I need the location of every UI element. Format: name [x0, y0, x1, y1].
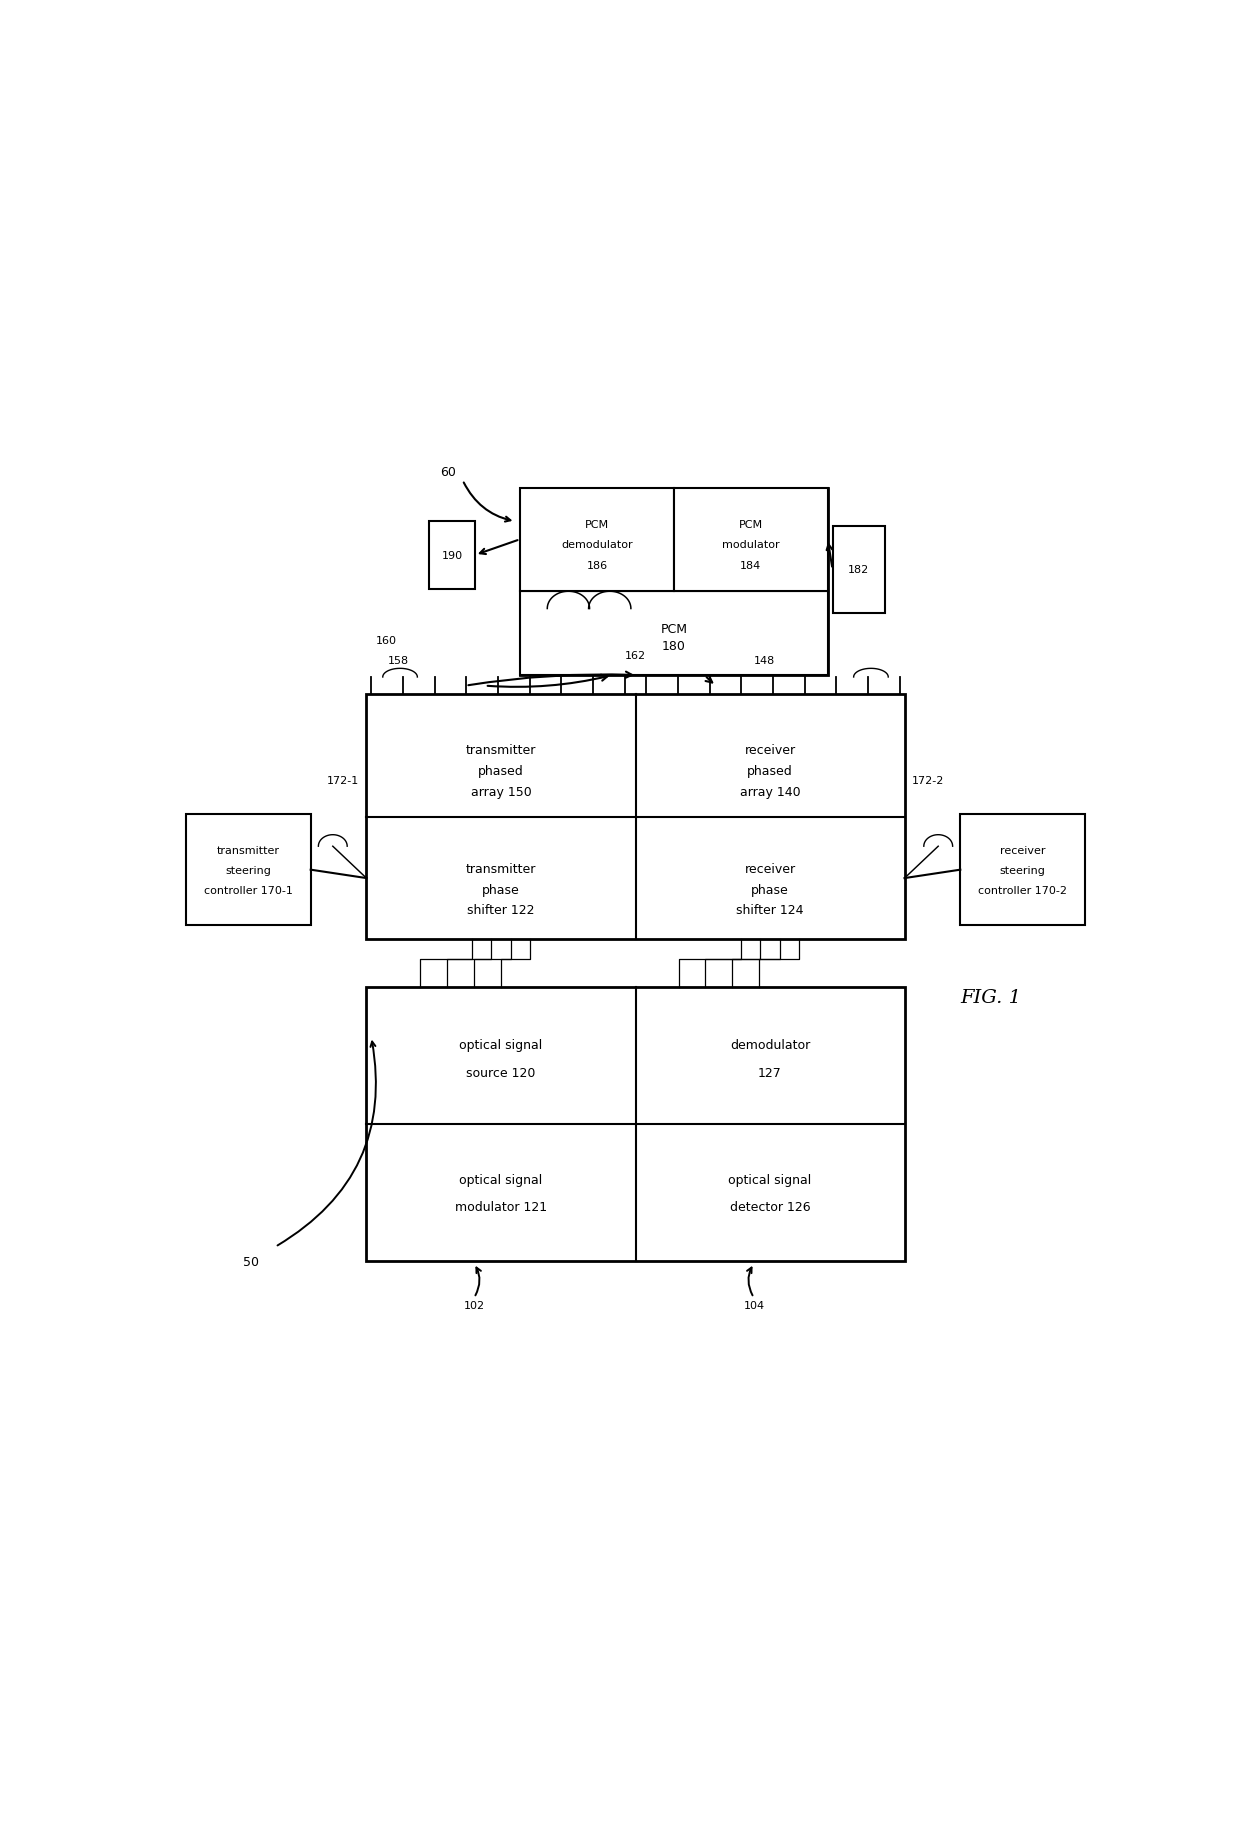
Text: 184: 184 — [740, 561, 761, 571]
Text: phase: phase — [751, 882, 789, 897]
Text: shifter 122: shifter 122 — [467, 904, 534, 917]
Text: optical signal: optical signal — [728, 1172, 812, 1187]
Bar — [521, 489, 675, 591]
Text: PCM: PCM — [585, 520, 609, 529]
Text: demodulator: demodulator — [730, 1039, 810, 1052]
Text: modulator 121: modulator 121 — [455, 1200, 547, 1214]
Text: 158: 158 — [388, 656, 409, 665]
Bar — [367, 695, 905, 941]
Text: 127: 127 — [758, 1066, 782, 1079]
Text: receiver: receiver — [744, 744, 796, 757]
Bar — [429, 521, 475, 589]
Text: 148: 148 — [754, 656, 775, 665]
Text: receiver: receiver — [999, 846, 1045, 855]
Text: phase: phase — [482, 882, 520, 897]
Text: 172-2: 172-2 — [913, 775, 945, 786]
Text: transmitter: transmitter — [217, 846, 280, 855]
Text: 104: 104 — [743, 1300, 764, 1309]
Text: 162: 162 — [625, 651, 646, 660]
Text: demodulator: demodulator — [562, 540, 632, 551]
Bar — [521, 489, 828, 676]
Text: 172-1: 172-1 — [326, 775, 358, 786]
Text: 180: 180 — [662, 640, 686, 653]
Text: 160: 160 — [376, 636, 397, 645]
Text: optical signal: optical signal — [459, 1172, 543, 1187]
Bar — [367, 988, 905, 1262]
Text: 60: 60 — [440, 467, 456, 479]
Text: 186: 186 — [587, 561, 608, 571]
Text: receiver: receiver — [744, 862, 796, 875]
Text: 50: 50 — [243, 1254, 259, 1269]
Bar — [186, 815, 311, 926]
Text: 190: 190 — [441, 551, 463, 561]
Bar — [521, 591, 828, 676]
Text: shifter 124: shifter 124 — [737, 904, 804, 917]
Text: phased: phased — [479, 764, 523, 777]
Text: steering: steering — [999, 866, 1045, 875]
Text: 102: 102 — [464, 1300, 485, 1309]
Bar — [832, 527, 885, 613]
Text: phased: phased — [748, 764, 792, 777]
Text: transmitter: transmitter — [466, 744, 536, 757]
Text: steering: steering — [226, 866, 272, 875]
Text: source 120: source 120 — [466, 1066, 536, 1079]
Text: controller 170-1: controller 170-1 — [203, 886, 293, 895]
Text: optical signal: optical signal — [459, 1039, 543, 1052]
Text: FIG. 1: FIG. 1 — [961, 988, 1022, 1006]
Bar — [675, 489, 828, 591]
Text: detector 126: detector 126 — [729, 1200, 811, 1214]
Bar — [960, 815, 1085, 926]
Text: modulator: modulator — [722, 540, 780, 551]
Text: transmitter: transmitter — [466, 862, 536, 875]
Text: 182: 182 — [848, 565, 869, 574]
Text: PCM: PCM — [661, 623, 687, 636]
Text: array 150: array 150 — [471, 786, 531, 798]
Text: PCM: PCM — [739, 520, 763, 529]
Text: controller 170-2: controller 170-2 — [978, 886, 1068, 895]
Text: array 140: array 140 — [740, 786, 800, 798]
